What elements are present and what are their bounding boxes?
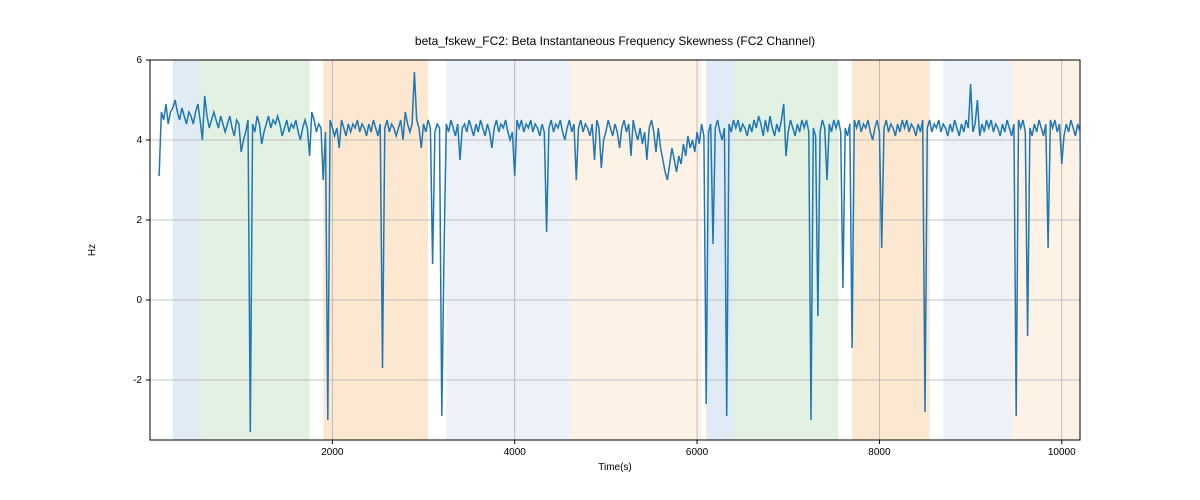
y-axis-label: Hz xyxy=(87,244,98,256)
x-tick-label: 10000 xyxy=(1048,447,1076,458)
shaded-region xyxy=(852,60,930,440)
x-tick-label: 8000 xyxy=(868,447,891,458)
y-tick-label: -2 xyxy=(133,375,142,386)
chart-title: beta_fskew_FC2: Beta Instantaneous Frequ… xyxy=(415,34,815,48)
x-axis-label: Time(s) xyxy=(598,462,632,473)
x-tick-label: 2000 xyxy=(321,447,344,458)
shaded-region xyxy=(200,60,309,440)
shaded-region xyxy=(1012,60,1080,440)
shaded-region xyxy=(734,60,839,440)
chart-container: 2000 4000 6000 8000 10000 -2 0 2 4 6 Time(s) Hz beta… xyxy=(0,0,1200,500)
shaded-region xyxy=(706,60,733,440)
x-tick-label: 4000 xyxy=(504,447,527,458)
shaded-region xyxy=(173,60,200,440)
shaded-region xyxy=(446,60,569,440)
y-tick-label: 2 xyxy=(136,215,142,226)
y-tick-label: 0 xyxy=(136,295,142,306)
shaded-region xyxy=(943,60,1011,440)
x-tick-label: 6000 xyxy=(686,447,709,458)
line-chart: 2000 4000 6000 8000 10000 -2 0 2 4 6 Time(s) Hz beta… xyxy=(0,0,1200,500)
shaded-region xyxy=(569,60,701,440)
y-tick-label: 4 xyxy=(136,135,142,146)
shaded-regions xyxy=(173,60,1080,440)
y-tick-label: 6 xyxy=(136,55,142,66)
